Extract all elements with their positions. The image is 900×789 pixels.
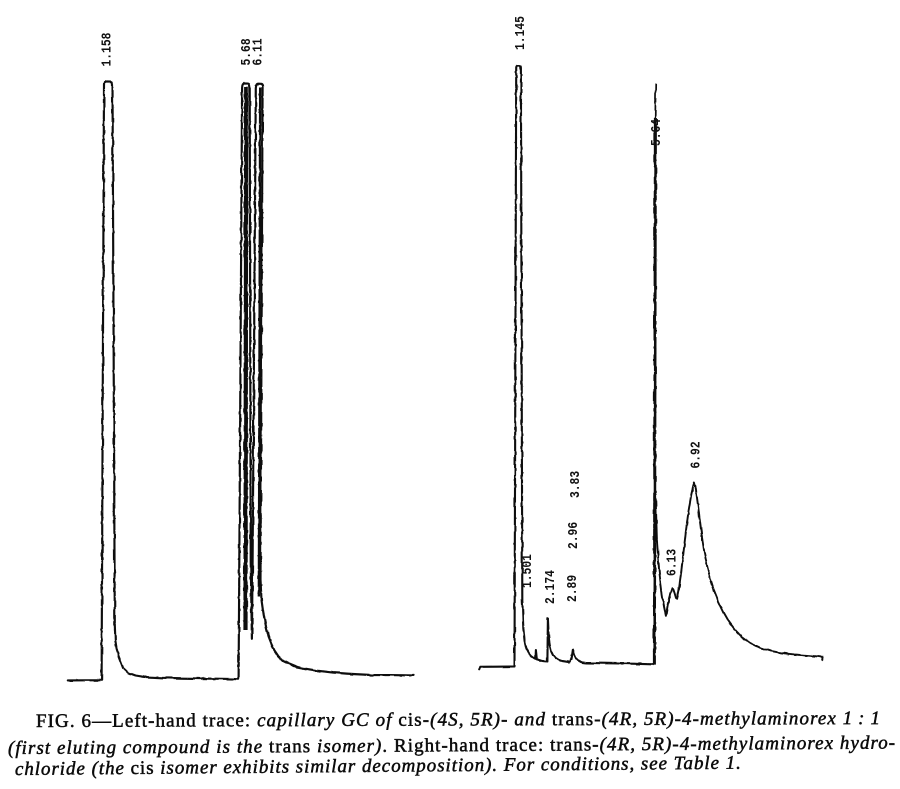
svg-text:2.89: 2.89: [564, 575, 581, 602]
svg-text:6.11: 6.11: [249, 38, 266, 65]
svg-text:2.96: 2.96: [565, 522, 582, 549]
svg-text:1.145: 1.145: [512, 16, 529, 50]
svg-text:1.158: 1.158: [98, 33, 115, 67]
svg-text:6.92: 6.92: [687, 441, 704, 468]
svg-text:5.64: 5.64: [648, 119, 665, 146]
svg-text:3.83: 3.83: [567, 471, 584, 498]
svg-text:5.68: 5.68: [238, 38, 255, 65]
svg-text:2.174: 2.174: [542, 570, 559, 604]
svg-text:1.501: 1.501: [519, 554, 536, 588]
svg-text:6.13: 6.13: [663, 549, 680, 576]
